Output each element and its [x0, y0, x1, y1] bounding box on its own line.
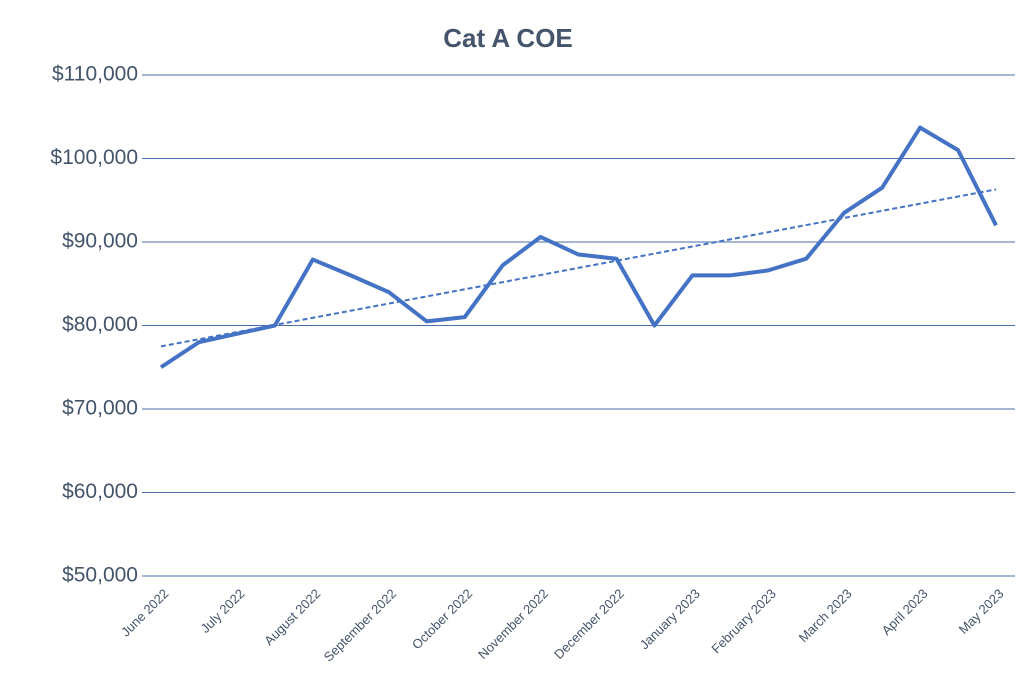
x-tick-label: January 2023 — [637, 586, 703, 652]
x-tick-label: September 2022 — [321, 586, 400, 665]
y-tick-label: $80,000 — [62, 313, 138, 336]
y-tick-label: $110,000 — [52, 63, 138, 86]
y-tick-label: $90,000 — [62, 230, 138, 253]
y-tick-label: $50,000 — [62, 564, 138, 587]
x-tick-label: October 2022 — [409, 586, 475, 652]
trend-line — [160, 188, 997, 348]
x-tick-label: February 2023 — [708, 586, 778, 656]
x-tick-label: November 2022 — [475, 586, 551, 662]
y-tick-label: $60,000 — [62, 480, 138, 503]
x-tick-label: July 2022 — [197, 586, 247, 636]
x-tick-label: April 2023 — [879, 586, 931, 638]
data-line — [159, 125, 998, 369]
y-tick-label: $100,000 — [50, 146, 138, 169]
x-tick-label: March 2023 — [796, 586, 855, 645]
x-tick-label: June 2022 — [118, 586, 172, 640]
chart-title: Cat A COE — [443, 23, 573, 53]
x-tick-label: December 2022 — [551, 586, 627, 662]
y-tick-label: $70,000 — [62, 397, 138, 420]
x-tick-label: May 2023 — [956, 586, 1007, 637]
x-tick-label: August 2022 — [261, 586, 323, 648]
